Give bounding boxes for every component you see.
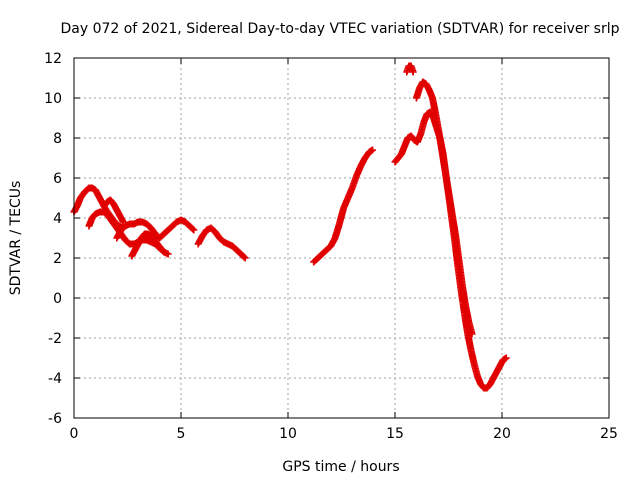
y-tick-label: 8 <box>53 131 62 147</box>
chart-title: Day 072 of 2021, Sidereal Day-to-day VTE… <box>60 21 619 37</box>
series-satellite-track-6 <box>194 224 249 262</box>
data-point <box>164 250 172 258</box>
data-point <box>190 226 198 234</box>
data-point <box>160 248 168 256</box>
x-tick-label: 15 <box>386 426 404 442</box>
x-tick-labels: 0 5 10 15 20 25 <box>70 426 618 442</box>
plot-area <box>70 62 510 392</box>
y-axis-title: SDTVAR / TECUs <box>8 181 24 296</box>
y-tick-labels: -6 -4 -2 0 2 4 6 8 10 12 <box>44 51 62 427</box>
data-point <box>241 254 249 262</box>
y-tick-label: 4 <box>53 211 62 227</box>
y-tick-label: 12 <box>44 51 62 67</box>
data-point <box>502 354 510 362</box>
y-tick-label: -4 <box>48 371 62 387</box>
x-tick-label: 0 <box>70 426 79 442</box>
x-axis-title: GPS time / hours <box>282 459 399 475</box>
series-satellite-track-2 <box>85 208 172 258</box>
x-tick-label: 5 <box>177 426 186 442</box>
y-tick-label: -2 <box>48 331 62 347</box>
axis-ticks <box>73 57 610 419</box>
y-tick-label: 10 <box>44 91 62 107</box>
y-tick-label: 6 <box>53 171 62 187</box>
data-point <box>409 68 417 76</box>
data-point <box>240 253 248 261</box>
series-satellite-track-3 <box>100 196 127 226</box>
data-point <box>159 247 167 255</box>
series-satellite-track-5 <box>128 230 168 260</box>
series-satellite-track-9 <box>403 62 417 76</box>
data-point <box>369 146 377 154</box>
y-tick-label: 2 <box>53 251 62 267</box>
series-satellite-track-4 <box>113 216 198 242</box>
x-tick-label: 10 <box>279 426 297 442</box>
series-satellite-track-7 <box>310 146 377 266</box>
y-tick-label: 0 <box>53 291 62 307</box>
data-point <box>119 218 127 226</box>
grid-lines <box>74 58 609 418</box>
x-tick-label: 25 <box>600 426 618 442</box>
data-point <box>189 225 197 233</box>
plot-frame <box>73 57 610 419</box>
x-tick-label: 20 <box>493 426 511 442</box>
series-satellite-track-10 <box>412 78 510 392</box>
y-tick-label: -6 <box>48 411 62 427</box>
